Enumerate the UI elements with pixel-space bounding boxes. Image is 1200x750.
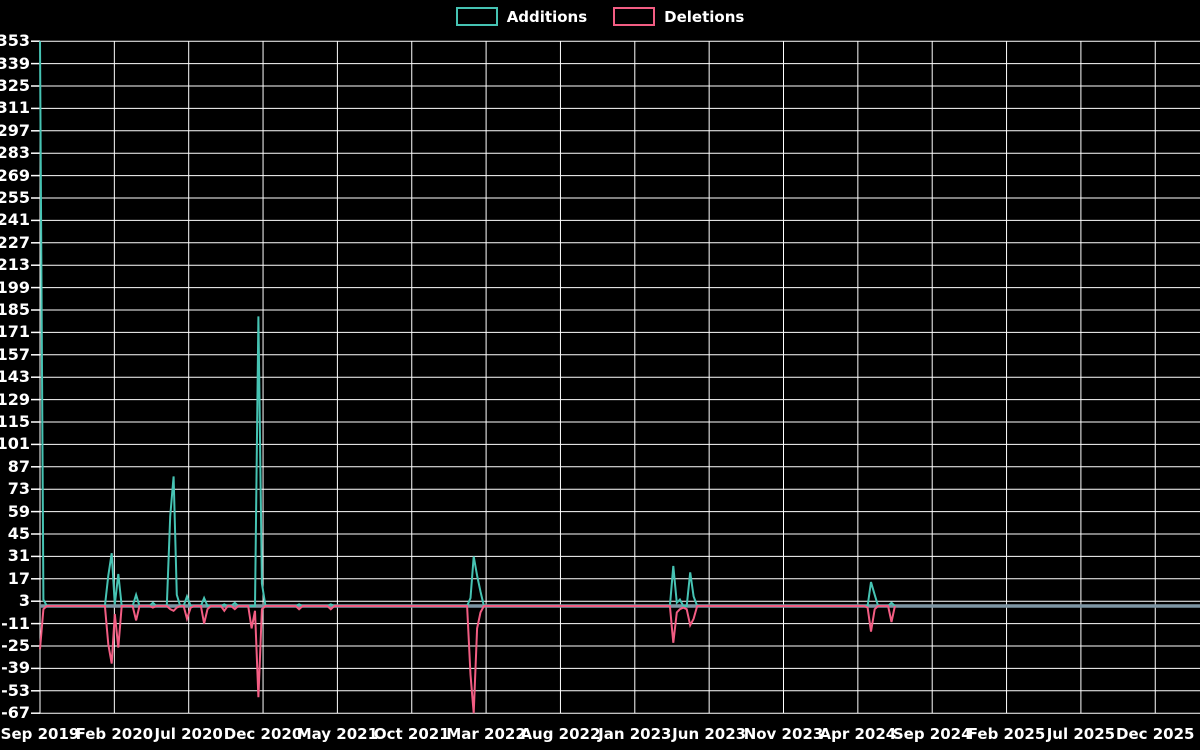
x-tick-label: Jun 2023 — [672, 725, 747, 743]
additions-line — [39, 41, 896, 607]
y-tick-label: 241 — [0, 210, 30, 230]
y-tick-label: 157 — [0, 344, 30, 364]
y-tick-label: 283 — [0, 143, 30, 163]
x-tick-label: Mar 2022 — [446, 725, 526, 743]
y-tick-label: -25 — [1, 636, 30, 655]
deletions-line — [39, 605, 896, 714]
x-tick-label: Sep 2024 — [892, 725, 972, 743]
y-tick-label: 101 — [0, 434, 30, 454]
y-tick-label: 185 — [0, 300, 30, 319]
deletions-swatch-icon — [613, 7, 656, 26]
x-tick-label: Jul 2020 — [154, 725, 223, 743]
y-tick-label: 17 — [7, 568, 30, 588]
x-tick-label: Aug 2022 — [520, 725, 601, 743]
y-tick-label: -39 — [1, 658, 30, 678]
y-tick-label: 227 — [0, 232, 30, 252]
x-tick-label: Jul 2025 — [1046, 725, 1116, 743]
y-tick-label: 143 — [0, 367, 30, 387]
y-tick-label: 213 — [0, 255, 30, 275]
y-tick-label: 339 — [0, 53, 30, 73]
y-tick-label: -53 — [1, 680, 30, 700]
y-tick-label: 311 — [0, 98, 30, 118]
x-tick-label: Feb 2020 — [75, 725, 154, 743]
y-tick-label: 73 — [7, 479, 30, 499]
x-tick-label: Jan 2023 — [598, 725, 672, 743]
x-tick-label: Dec 2025 — [1116, 725, 1195, 743]
y-tick-label: 297 — [0, 120, 30, 140]
y-tick-label: -11 — [1, 613, 30, 633]
x-tick-label: Feb 2025 — [967, 725, 1046, 743]
legend-item-deletions[interactable]: Deletions — [613, 7, 744, 26]
y-tick-label: 255 — [0, 188, 30, 207]
y-tick-label: 87 — [7, 456, 30, 476]
legend-label-additions: Additions — [506, 7, 588, 26]
y-tick-label: 115 — [0, 412, 30, 431]
x-tick-label: Apr 2024 — [819, 725, 897, 743]
y-tick-label: 171 — [0, 322, 30, 342]
chart-legend: Additions Deletions — [0, 7, 1200, 26]
x-tick-label: Sep 2019 — [0, 725, 80, 743]
additions-swatch-icon — [455, 7, 498, 26]
y-tick-label: -67 — [1, 703, 30, 723]
x-tick-label: Oct 2021 — [373, 725, 450, 743]
x-tick-label: Nov 2023 — [743, 725, 824, 743]
y-tick-label: 129 — [0, 389, 30, 409]
y-tick-label: 45 — [7, 524, 30, 543]
legend-label-deletions: Deletions — [664, 7, 745, 26]
legend-item-additions[interactable]: Additions — [455, 7, 588, 26]
y-tick-label: 353 — [0, 31, 30, 51]
y-tick-label: 325 — [0, 76, 30, 95]
y-tick-label: 3 — [18, 591, 30, 611]
y-tick-label: 269 — [0, 165, 30, 185]
y-tick-label: 59 — [7, 501, 30, 521]
y-tick-label: 199 — [0, 277, 30, 297]
x-tick-label: May 2021 — [296, 725, 379, 743]
y-tick-label: 31 — [7, 546, 30, 566]
x-tick-label: Dec 2020 — [223, 725, 303, 743]
